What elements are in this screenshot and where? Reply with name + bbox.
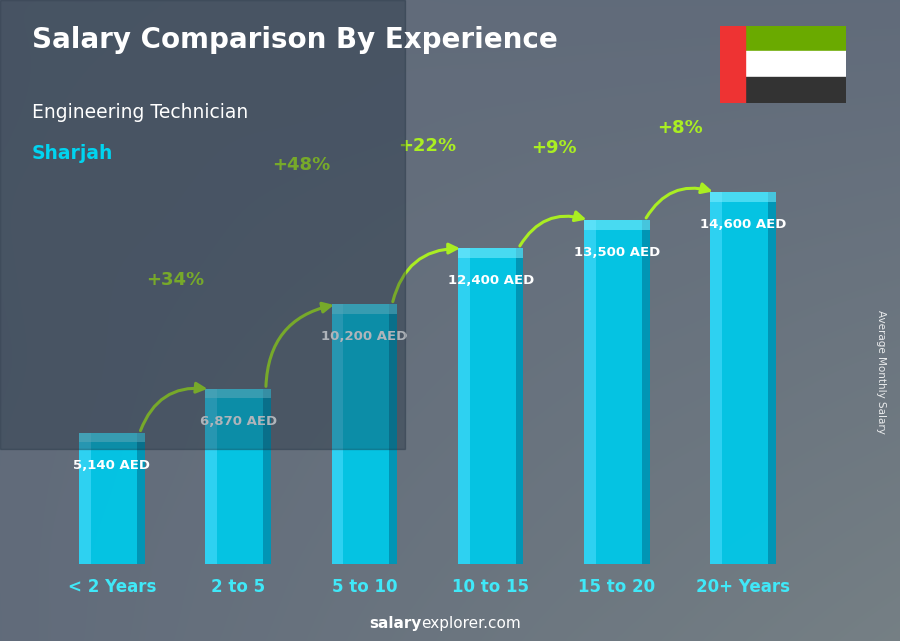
Text: +8%: +8% [657, 119, 703, 137]
Text: Salary Comparison By Experience: Salary Comparison By Experience [32, 26, 557, 54]
Bar [458, 248, 524, 258]
Bar [642, 221, 650, 564]
Bar [79, 433, 145, 442]
FancyBboxPatch shape [458, 248, 524, 564]
Bar [710, 192, 776, 201]
Text: 5,140 AED: 5,140 AED [73, 459, 150, 472]
Bar [205, 389, 271, 399]
Text: Engineering Technician: Engineering Technician [32, 103, 248, 122]
Bar [331, 304, 343, 564]
Bar [263, 389, 271, 564]
Bar [137, 433, 145, 564]
Bar [205, 389, 217, 564]
Text: 14,600 AED: 14,600 AED [700, 219, 787, 231]
Bar [516, 248, 524, 564]
Text: +22%: +22% [399, 137, 456, 155]
FancyBboxPatch shape [710, 192, 776, 564]
Text: 13,500 AED: 13,500 AED [574, 246, 660, 260]
Text: 12,400 AED: 12,400 AED [447, 274, 534, 287]
Text: 6,870 AED: 6,870 AED [200, 415, 276, 428]
Bar [390, 304, 397, 564]
FancyBboxPatch shape [331, 304, 397, 564]
Bar [745, 77, 846, 103]
Bar [710, 192, 722, 564]
Bar [458, 248, 470, 564]
Text: +9%: +9% [531, 139, 577, 157]
FancyBboxPatch shape [205, 389, 271, 564]
Bar [584, 221, 650, 229]
Bar [584, 221, 596, 564]
Bar [79, 433, 91, 564]
Bar [745, 26, 846, 51]
Bar [331, 304, 397, 313]
Bar [745, 51, 846, 77]
Text: 10,200 AED: 10,200 AED [321, 330, 408, 344]
Text: Sharjah: Sharjah [32, 144, 112, 163]
Text: +34%: +34% [146, 271, 204, 288]
Bar [769, 192, 776, 564]
FancyBboxPatch shape [584, 221, 650, 564]
Text: Average Monthly Salary: Average Monthly Salary [877, 310, 886, 434]
FancyBboxPatch shape [79, 433, 145, 564]
Text: explorer.com: explorer.com [421, 617, 521, 631]
Text: +48%: +48% [272, 156, 330, 174]
Text: salary: salary [369, 617, 421, 631]
Bar [720, 26, 745, 103]
